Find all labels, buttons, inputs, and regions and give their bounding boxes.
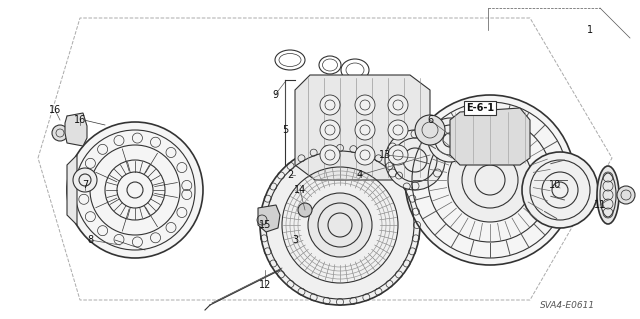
Circle shape: [355, 145, 375, 165]
Text: 7: 7: [82, 180, 88, 190]
Circle shape: [405, 95, 575, 265]
Circle shape: [448, 138, 532, 222]
Text: 10: 10: [549, 180, 561, 190]
Text: 5: 5: [282, 125, 288, 135]
Circle shape: [388, 145, 408, 165]
Text: 15: 15: [259, 220, 271, 230]
Circle shape: [388, 120, 408, 140]
Polygon shape: [295, 75, 430, 180]
Circle shape: [73, 168, 97, 192]
Text: 4: 4: [357, 170, 363, 180]
Circle shape: [355, 95, 375, 115]
Text: 6: 6: [427, 115, 433, 125]
Circle shape: [320, 95, 340, 115]
Circle shape: [320, 120, 340, 140]
Circle shape: [320, 145, 340, 165]
Text: 14: 14: [294, 185, 306, 195]
Circle shape: [260, 145, 420, 305]
Text: 11: 11: [594, 200, 606, 210]
Circle shape: [67, 122, 203, 258]
Text: 12: 12: [259, 280, 271, 290]
Text: 1: 1: [587, 25, 593, 35]
Circle shape: [428, 118, 472, 162]
Text: 9: 9: [272, 90, 278, 100]
Circle shape: [355, 120, 375, 140]
Text: E-6-1: E-6-1: [466, 103, 494, 113]
Text: 3: 3: [292, 235, 298, 245]
Polygon shape: [67, 155, 77, 225]
Text: 16: 16: [74, 115, 86, 125]
Text: 8: 8: [87, 235, 93, 245]
Polygon shape: [450, 108, 530, 165]
Circle shape: [522, 152, 598, 228]
Circle shape: [308, 193, 372, 257]
Text: SVA4-E0611: SVA4-E0611: [540, 300, 595, 309]
Circle shape: [617, 186, 635, 204]
Circle shape: [388, 95, 408, 115]
Polygon shape: [65, 113, 87, 146]
Polygon shape: [258, 205, 280, 232]
Circle shape: [415, 115, 445, 145]
Text: 13: 13: [379, 150, 391, 160]
Text: 16: 16: [49, 105, 61, 115]
Text: 2: 2: [287, 170, 293, 180]
Ellipse shape: [597, 166, 619, 224]
Circle shape: [298, 203, 312, 217]
Circle shape: [52, 125, 68, 141]
Circle shape: [385, 130, 445, 190]
